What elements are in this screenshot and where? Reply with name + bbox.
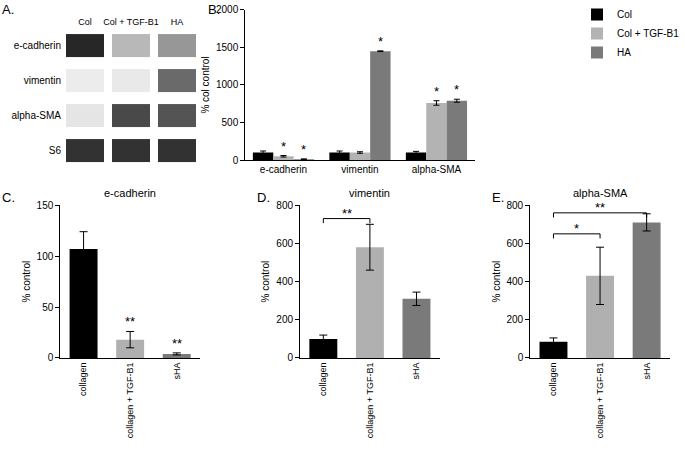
svg-text:*: * [378, 34, 383, 49]
svg-text:sHA: sHA [642, 363, 652, 380]
svg-text:sHA: sHA [172, 363, 182, 380]
svg-text:400: 400 [276, 276, 293, 287]
svg-text:E.: E. [492, 190, 504, 205]
svg-text:600: 600 [276, 238, 293, 249]
svg-text:1500: 1500 [216, 42, 239, 53]
svg-text:200: 200 [276, 314, 293, 325]
svg-text:100: 100 [37, 251, 54, 262]
svg-text:collagen + TGF-B1: collagen + TGF-B1 [595, 363, 605, 439]
svg-text:D.: D. [257, 190, 270, 205]
svg-text:HA: HA [617, 47, 631, 58]
svg-text:collagen + TGF-B1: collagen + TGF-B1 [125, 363, 135, 439]
svg-text:C.: C. [2, 190, 15, 205]
svg-text:e-cadherin: e-cadherin [104, 187, 156, 199]
svg-text:200: 200 [507, 314, 524, 325]
svg-text:**: ** [125, 314, 135, 329]
svg-text:e-cadherin: e-cadherin [260, 164, 307, 175]
svg-text:0: 0 [287, 352, 293, 363]
svg-text:Col + TGF-B1: Col + TGF-B1 [103, 17, 159, 27]
svg-text:0: 0 [48, 352, 54, 363]
svg-text:Col + TGF-B1: Col + TGF-B1 [617, 28, 679, 39]
svg-text:**: ** [595, 200, 605, 215]
svg-text:*: * [574, 221, 579, 236]
svg-text:50: 50 [42, 302, 54, 313]
svg-text:sHA: sHA [411, 363, 421, 380]
svg-text:500: 500 [222, 117, 239, 128]
svg-text:800: 800 [507, 200, 524, 211]
svg-text:Col: Col [78, 17, 92, 27]
svg-text:0: 0 [518, 352, 524, 363]
svg-text:600: 600 [507, 238, 524, 249]
svg-text:*: * [301, 142, 306, 157]
svg-text:0: 0 [233, 155, 239, 166]
svg-text:HA: HA [171, 17, 184, 27]
svg-text:% control: % control [21, 261, 32, 303]
svg-text:S6: S6 [49, 145, 62, 156]
svg-text:*: * [434, 84, 439, 99]
svg-text:alpha-SMA: alpha-SMA [573, 187, 628, 199]
svg-text:*: * [281, 139, 286, 154]
svg-text:vimentin: vimentin [349, 187, 390, 199]
svg-text:collagen: collagen [548, 363, 558, 397]
svg-text:% control: % control [491, 261, 502, 303]
svg-text:% col control: % col control [200, 56, 211, 113]
svg-text:collagen + TGF-B1: collagen + TGF-B1 [365, 363, 375, 439]
svg-text:vimentin: vimentin [341, 164, 378, 175]
svg-text:A.: A. [2, 2, 14, 17]
svg-text:alpha-SMA: alpha-SMA [12, 110, 62, 121]
svg-text:*: * [454, 82, 459, 97]
svg-text:800: 800 [276, 200, 293, 211]
svg-text:e-cadherin: e-cadherin [14, 40, 61, 51]
svg-text:% control: % control [260, 261, 271, 303]
svg-text:collagen: collagen [318, 363, 328, 397]
svg-text:150: 150 [37, 200, 54, 211]
svg-text:vimentin: vimentin [24, 75, 61, 86]
svg-text:collagen: collagen [78, 363, 88, 397]
svg-text:400: 400 [507, 276, 524, 287]
svg-text:alpha-SMA: alpha-SMA [412, 164, 462, 175]
svg-text:**: ** [342, 206, 352, 221]
svg-text:**: ** [172, 336, 182, 351]
svg-text:Col: Col [617, 9, 632, 20]
svg-text:1000: 1000 [216, 79, 239, 90]
svg-text:B.: B. [208, 2, 220, 17]
svg-text:2000: 2000 [216, 4, 239, 15]
